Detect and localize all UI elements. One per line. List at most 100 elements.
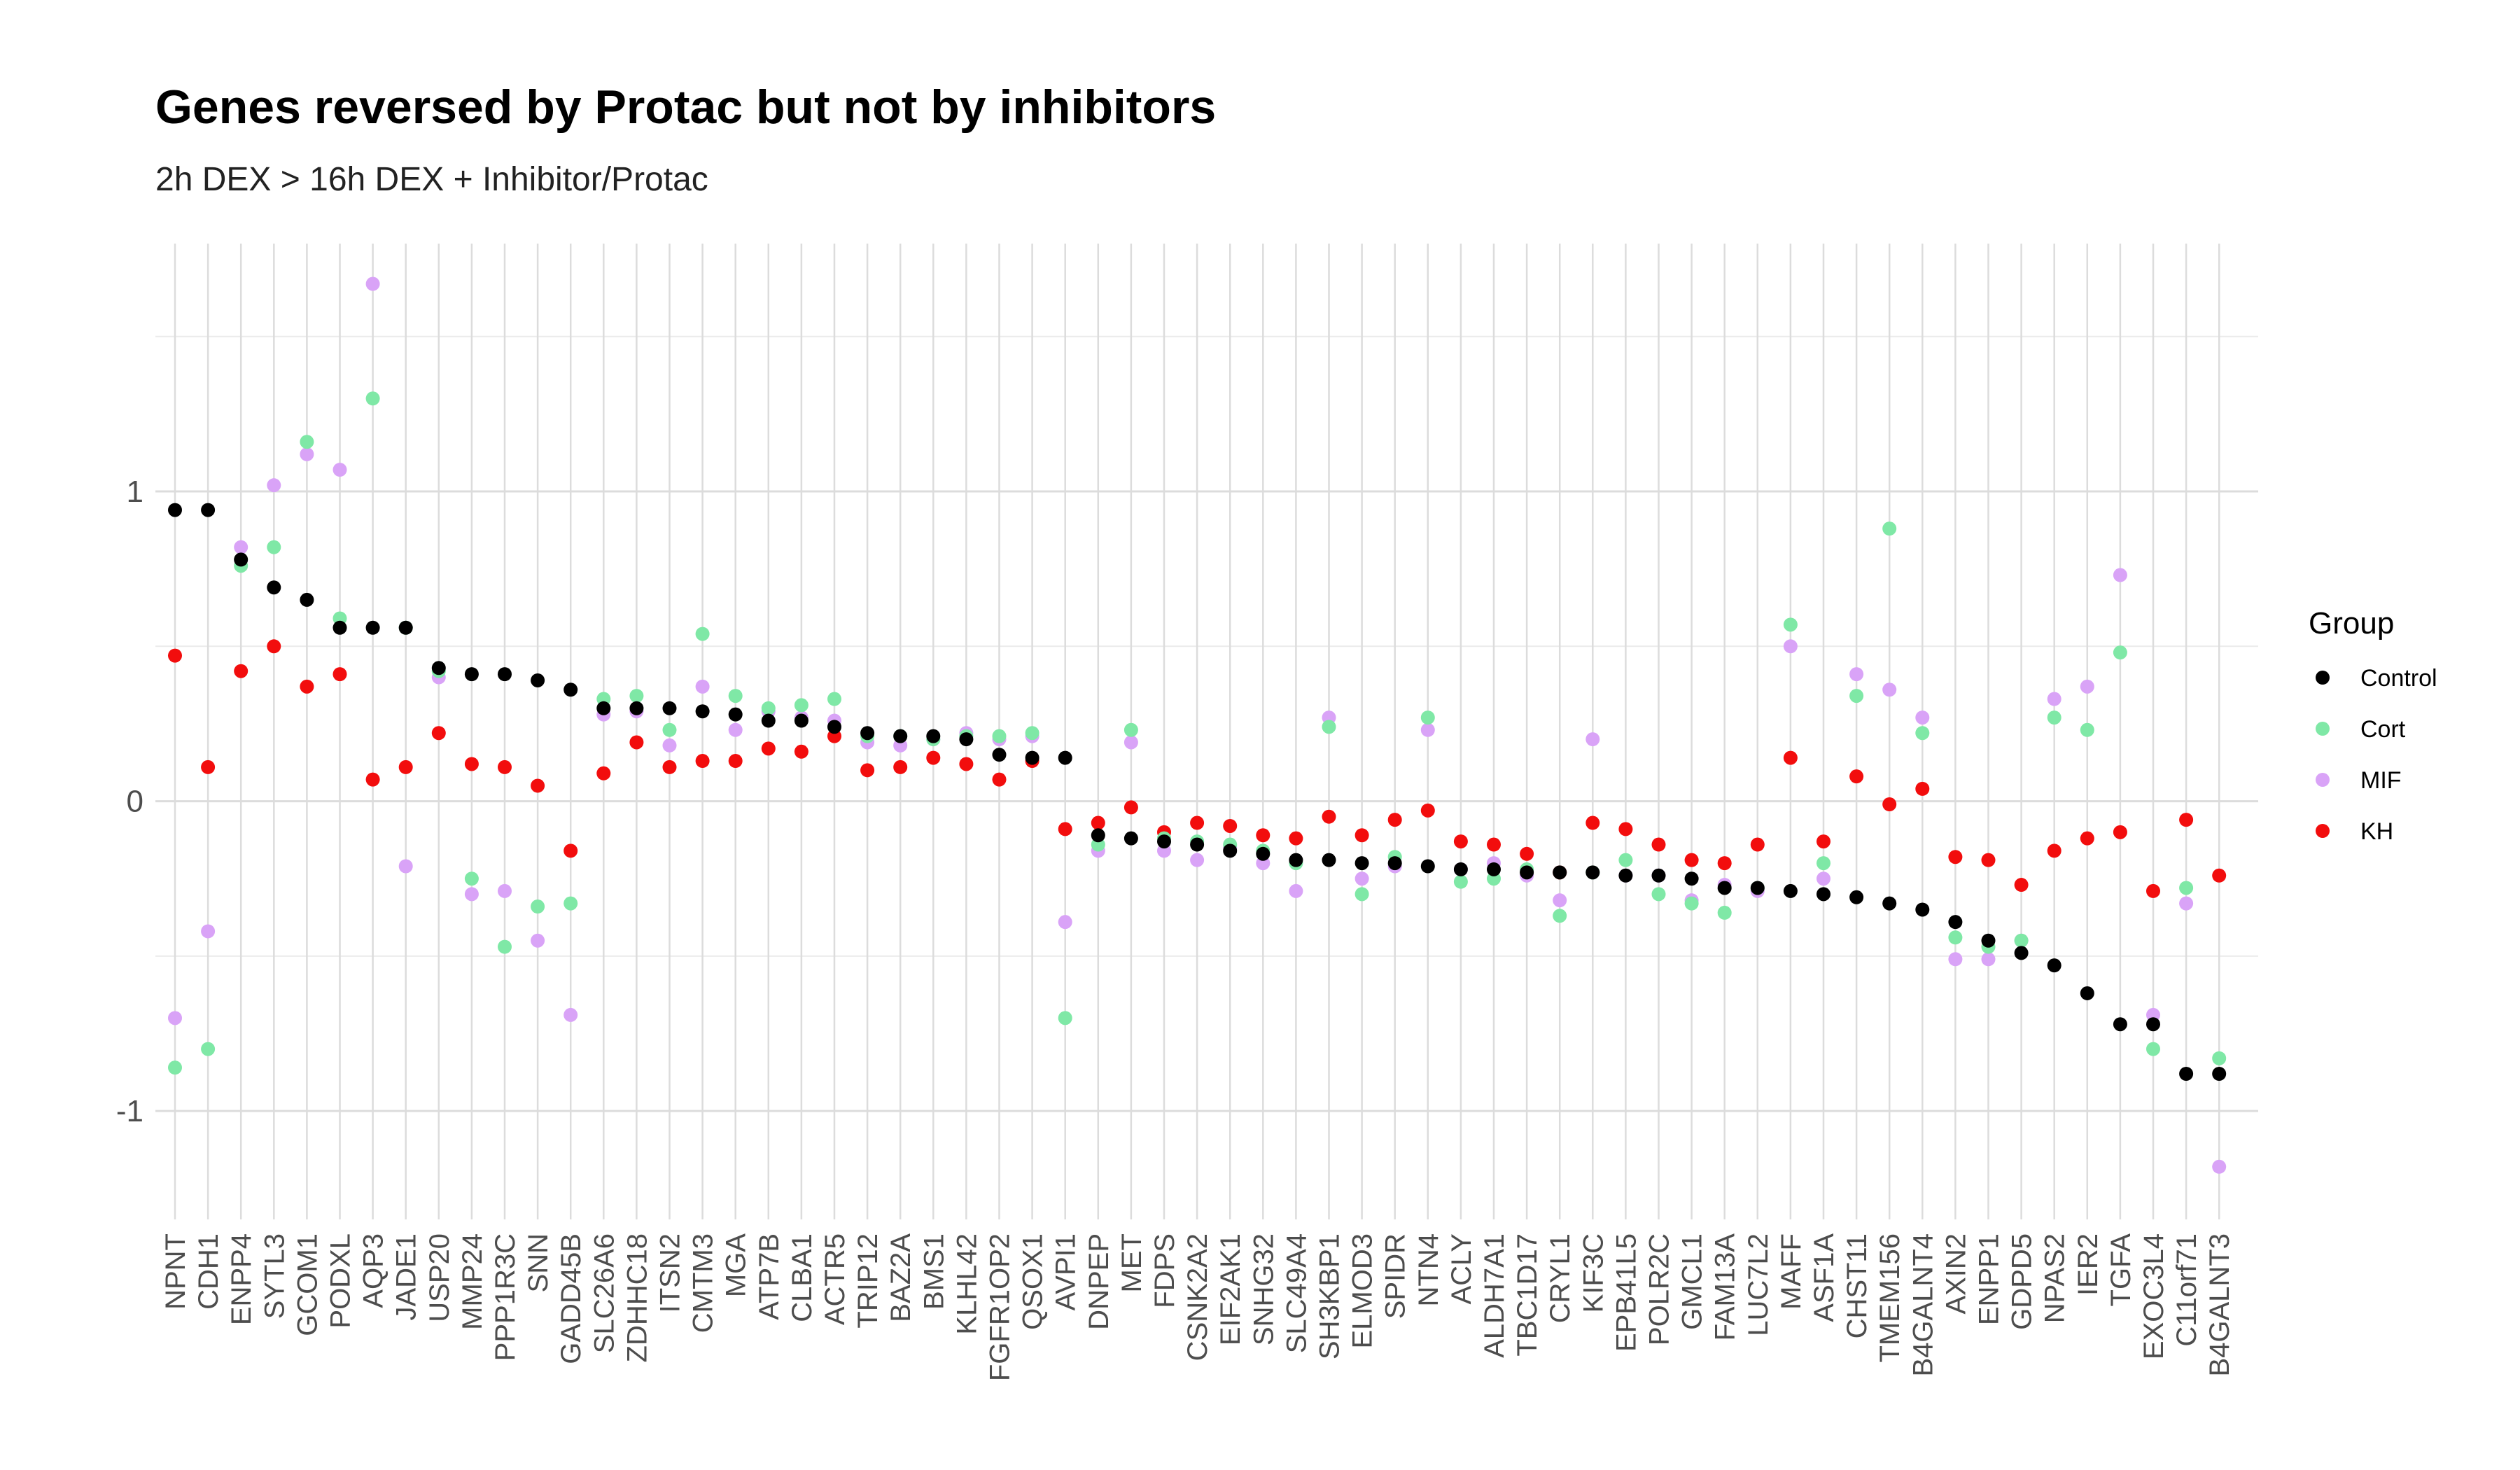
point-kh <box>662 760 677 774</box>
point-control <box>1322 853 1336 867</box>
x-tick-label: ACTR5 <box>820 1233 850 1325</box>
point-control <box>728 707 743 722</box>
x-tick-label: GDPD5 <box>2007 1233 2038 1330</box>
x-tick-label: IER2 <box>2073 1233 2104 1296</box>
point-control <box>2047 958 2062 973</box>
point-kh <box>1816 834 1830 849</box>
point-kh <box>1289 831 1303 846</box>
point-cort <box>2212 1051 2227 1065</box>
point-kh <box>761 741 776 756</box>
point-kh <box>398 760 413 774</box>
x-tick-label: GCOM1 <box>292 1233 323 1336</box>
point-control <box>1387 856 1402 871</box>
x-tick-label: ITSN2 <box>655 1233 686 1312</box>
point-control <box>2014 946 2029 960</box>
point-kh <box>1256 828 1270 843</box>
point-control <box>365 620 380 635</box>
point-cort <box>1553 909 1567 923</box>
point-mif <box>1816 872 1830 886</box>
point-mif <box>1849 667 1864 682</box>
point-cort <box>1354 887 1369 902</box>
point-control <box>1157 834 1171 849</box>
point-control <box>629 701 644 715</box>
point-control <box>2179 1067 2194 1082</box>
point-kh <box>1124 800 1138 815</box>
y-axis-ticks: -1 0 1 <box>116 475 144 1128</box>
legend-label-cort: Cort <box>2360 716 2406 743</box>
point-kh <box>2014 878 2029 892</box>
point-control <box>1520 865 1534 880</box>
x-tick-label: QSOX1 <box>1018 1233 1049 1330</box>
x-tick-label: ENPP1 <box>1974 1233 2005 1325</box>
point-mif <box>1586 732 1600 747</box>
point-cort <box>695 626 710 641</box>
point-control <box>431 661 446 676</box>
y-tick-label: -1 <box>116 1094 144 1128</box>
point-control <box>1750 881 1765 895</box>
point-control <box>596 701 611 715</box>
point-cort <box>1058 1011 1072 1026</box>
point-mif <box>1190 853 1205 867</box>
point-mif <box>1915 710 1930 725</box>
point-mif <box>1981 952 1996 967</box>
x-tick-label: ZDHHC18 <box>622 1233 652 1362</box>
point-kh <box>1586 816 1600 830</box>
point-kh <box>1849 769 1864 784</box>
point-control <box>860 726 875 741</box>
point-cort <box>1783 617 1798 632</box>
point-mif <box>2113 568 2127 582</box>
point-control <box>168 503 182 517</box>
point-cort <box>300 435 314 449</box>
point-kh <box>531 778 545 793</box>
point-control <box>893 729 908 743</box>
point-kh <box>1322 809 1336 824</box>
point-kh <box>1354 828 1369 843</box>
point-control <box>2080 986 2094 1000</box>
point-kh <box>168 648 182 663</box>
point-cort <box>2080 722 2094 737</box>
point-kh <box>1651 837 1666 852</box>
point-kh <box>1058 822 1072 836</box>
point-control <box>662 701 677 715</box>
point-mif <box>1882 682 1897 697</box>
x-tick-label: CSNK2A2 <box>1182 1233 1213 1361</box>
x-tick-label: C11orf71 <box>2171 1233 2202 1347</box>
legend-key-control <box>2316 671 2330 685</box>
point-cort <box>498 939 512 954</box>
x-tick-label: USP20 <box>424 1233 455 1322</box>
point-kh <box>498 760 512 774</box>
point-mif <box>2080 679 2094 694</box>
point-control <box>2113 1017 2127 1032</box>
point-kh <box>1717 856 1732 871</box>
point-cort <box>2179 881 2194 895</box>
point-control <box>464 667 479 682</box>
point-mif <box>464 887 479 902</box>
x-tick-label: CMTM3 <box>688 1233 719 1333</box>
x-tick-label: B4GALNT3 <box>2204 1233 2235 1377</box>
point-kh <box>629 735 644 750</box>
x-tick-label: KIF3C <box>1578 1233 1609 1312</box>
point-control <box>201 503 216 517</box>
point-control <box>1453 862 1468 876</box>
point-kh <box>596 766 611 780</box>
point-kh <box>365 772 380 787</box>
point-mif <box>728 722 743 737</box>
point-kh <box>1487 837 1501 852</box>
x-tick-label: PPP1R3C <box>490 1233 521 1361</box>
x-tick-label: GADD45B <box>556 1233 587 1364</box>
x-tick-label: GMCL1 <box>1677 1233 1708 1330</box>
point-mif <box>1553 893 1567 908</box>
point-cort <box>1948 930 1963 945</box>
point-kh <box>201 760 216 774</box>
point-control <box>300 592 314 607</box>
point-mif <box>1354 872 1369 886</box>
point-kh <box>926 750 941 765</box>
point-control <box>564 682 578 697</box>
x-tick-label: SH3KBP1 <box>1315 1233 1345 1359</box>
point-cort <box>1618 853 1633 867</box>
x-tick-label: CLBA1 <box>787 1233 818 1322</box>
point-mif <box>1058 915 1072 930</box>
legend-label-kh: KH <box>2360 818 2393 845</box>
point-mif <box>1948 952 1963 967</box>
point-control <box>1816 887 1830 902</box>
